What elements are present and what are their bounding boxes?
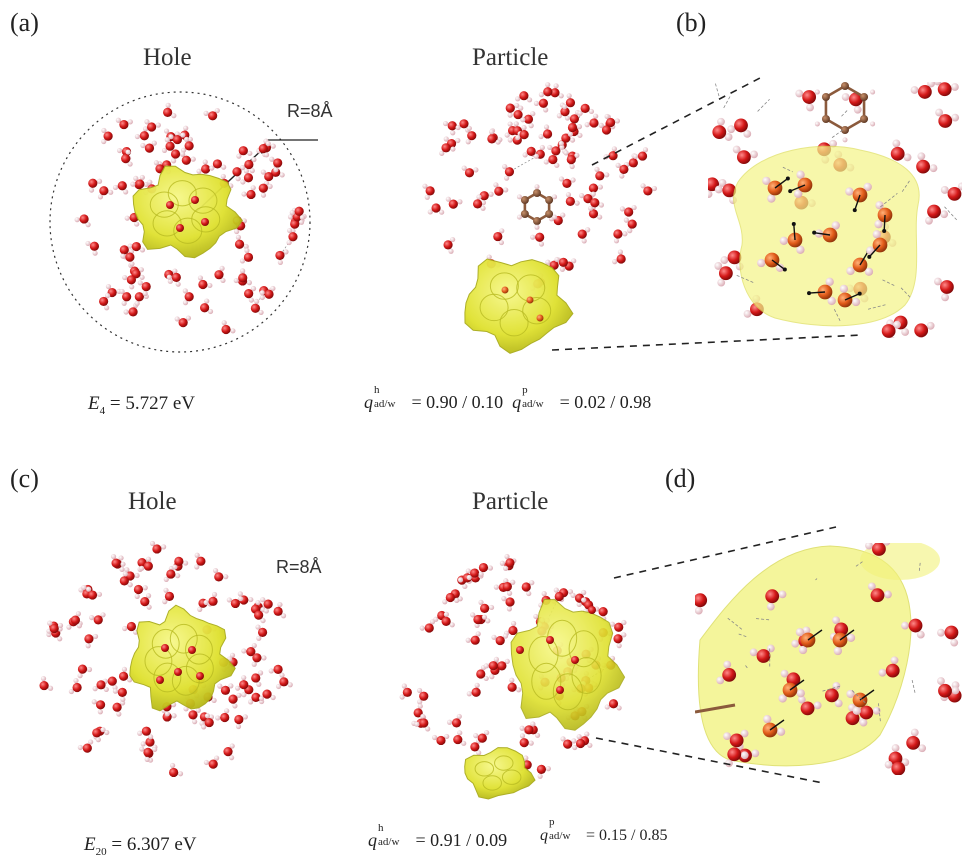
particle-orbital-a <box>465 259 573 353</box>
hole-orbital-c <box>130 605 235 711</box>
water-cluster-particle-a <box>422 82 657 291</box>
zoom-panel-b <box>705 74 962 345</box>
zoom-panel-d <box>687 538 962 783</box>
